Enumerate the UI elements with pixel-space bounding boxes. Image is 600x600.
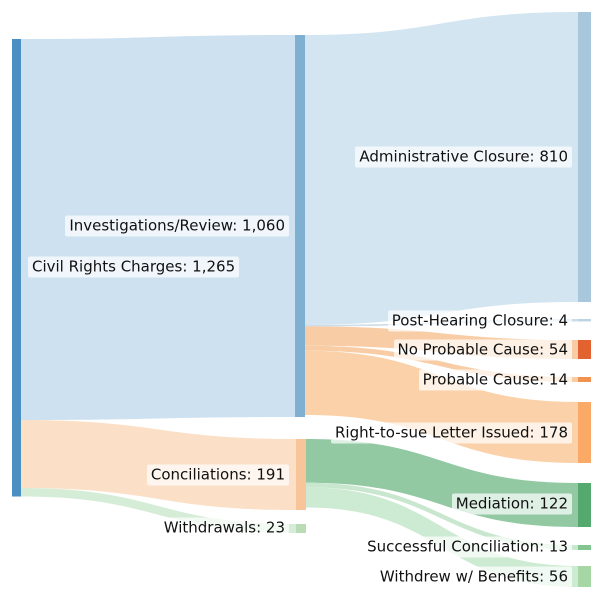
label-withdrew-benefits: Withdrew w/ Benefits: 56 [375, 566, 572, 588]
node-right-to-sue [578, 402, 591, 463]
label-no-probable-cause: No Probable Cause: 54 [393, 339, 572, 361]
node-civil-rights-charges [12, 39, 21, 497]
node-successful-conciliation [578, 545, 591, 550]
label-successful-conciliation: Successful Conciliation: 13 [363, 536, 572, 558]
link-conciliations-to-successful-conciliation [306, 482, 578, 550]
node-no-probable-cause [578, 340, 591, 359]
link-investigations-to-probable-cause [305, 345, 578, 382]
label-administrative-closure: Administrative Closure: 810 [355, 146, 572, 168]
label-probable-cause: Probable Cause: 14 [418, 369, 572, 391]
node-investigations-review [295, 35, 305, 417]
node-administrative-closure [578, 12, 591, 302]
node-withdrew-benefits [578, 566, 591, 587]
node-conciliations [296, 439, 306, 510]
label-investigations-review: Investigations/Review: 1,060 [65, 215, 289, 237]
node-probable-cause [578, 377, 591, 382]
link-investigations-to-administrative-closure [305, 12, 578, 325]
label-post-hearing-closure: Post-Hearing Closure: 4 [387, 310, 572, 332]
node-post-hearing-closure [578, 319, 591, 322]
node-withdrawals [296, 524, 306, 533]
label-right-to-sue: Right-to-sue Letter Issued: 178 [331, 422, 572, 444]
label-civil-rights-charges: Civil Rights Charges: 1,265 [28, 256, 240, 278]
label-conciliations: Conciliations: 191 [146, 464, 289, 486]
node-mediation [578, 483, 591, 527]
label-mediation: Mediation: 122 [451, 493, 572, 515]
sankey-nodes [12, 12, 591, 587]
label-withdrawals: Withdrawals: 23 [159, 517, 289, 539]
